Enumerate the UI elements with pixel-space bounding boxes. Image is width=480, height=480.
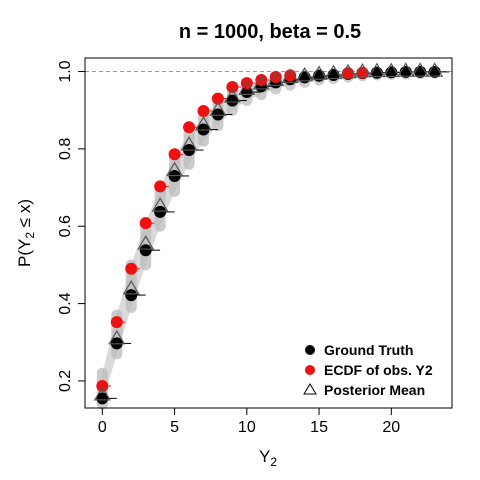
posterior-mean-point: [194, 115, 213, 131]
posterior-mean-point: [397, 62, 415, 77]
ecdf-point: [240, 77, 253, 90]
ground-truth-point: [139, 244, 152, 257]
posterior-mean-point: [339, 63, 357, 79]
ecdf-point: [211, 92, 224, 105]
ecdf-point: [154, 180, 167, 193]
y-tick-label: 0.8: [57, 138, 74, 160]
ecdf-point: [197, 104, 210, 117]
y-tick-label: 0.2: [57, 370, 74, 392]
plot-frame: [84, 57, 453, 409]
ecdf-point: [284, 69, 297, 82]
posterior-mean-point: [223, 88, 241, 103]
y-tick-label: 0.4: [57, 292, 74, 314]
posterior-mean-point: [137, 235, 155, 250]
x-tick-label: 5: [170, 419, 179, 436]
y-axis: 0.2 0.4 0.6 0.8 1.0: [57, 60, 85, 392]
x-axis: 0 5 10 15 20: [98, 408, 400, 436]
chart-title: n = 1000, beta = 0.5: [179, 21, 361, 43]
y-tick-label: 0.6: [57, 215, 74, 237]
posterior-mean-layer: [93, 62, 444, 401]
posterior-mean-point: [296, 66, 314, 82]
posterior-mean-point: [368, 62, 386, 78]
posterior-mean-point: [166, 161, 184, 177]
ecdf-point: [168, 148, 181, 161]
posterior-mean-point: [267, 71, 285, 87]
ecdf-point: [125, 262, 138, 275]
ecdf-point: [255, 74, 268, 87]
ground-truth-point: [313, 69, 326, 82]
x-tick-label: 0: [98, 419, 107, 436]
legend-label: Posterior Mean: [324, 382, 425, 398]
ground-truth-point: [154, 205, 167, 218]
ecdf-point: [269, 70, 282, 83]
legend-label: ECDF of obs. Y2: [324, 362, 433, 378]
posterior-mean-point: [281, 68, 299, 83]
posterior-mean-point: [122, 279, 140, 295]
posterior-mean-point: [93, 385, 111, 401]
ground-truth-point: [125, 289, 138, 302]
ground-truth-point: [96, 392, 109, 405]
posterior-mean-point: [238, 80, 256, 95]
ecdf-point: [110, 316, 123, 329]
posterior-mean-point: [151, 197, 169, 212]
y-tick-label: 1.0: [57, 60, 74, 82]
ground-truth-point: [298, 71, 311, 84]
x-axis-label: Y2: [259, 447, 277, 469]
posterior-mean-point: [353, 63, 371, 78]
ground-truth-point: [327, 69, 340, 82]
ground-truth-point: [211, 108, 224, 121]
x-tick-label: 10: [238, 419, 256, 436]
legend-ground-truth-marker: [305, 345, 315, 355]
posterior-mean-point: [324, 64, 343, 80]
legend-ecdf-marker: [305, 365, 315, 375]
legend-label: Ground Truth: [324, 342, 413, 358]
posterior-mean-point: [310, 65, 328, 80]
legend: Ground Truth ECDF of obs. Y2 Posterior Mea…: [303, 342, 433, 398]
legend-posterior-mean-marker: [303, 383, 317, 395]
ecdf-point: [139, 217, 152, 230]
posterior-mean-point: [426, 62, 444, 77]
posterior-mean-point: [382, 62, 400, 78]
y-axis-label: P(Y2 ≤ x): [15, 199, 37, 267]
posterior-mean-point: [209, 101, 227, 116]
ecdf-point: [226, 81, 239, 94]
ecdf-point: [183, 121, 196, 134]
ecdf-layer: [96, 66, 369, 392]
posterior-mean-point: [108, 329, 126, 345]
x-tick-label: 15: [310, 419, 328, 436]
ground-truth-point: [226, 94, 239, 107]
posterior-mean-point: [411, 62, 429, 77]
x-tick-label: 20: [382, 419, 400, 436]
posterior-mean-point: [180, 136, 198, 151]
posterior-mean-point: [252, 75, 270, 90]
ground-truth-point: [240, 86, 253, 99]
